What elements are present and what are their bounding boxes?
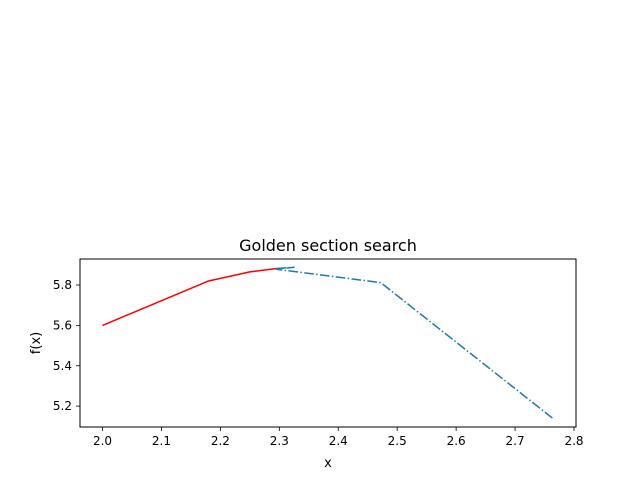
x-ticks: 2.0 2.1 2.2 2.3 2.4 2.5 2.6 2.7 2.8 [93,427,584,448]
plot-area [80,259,576,427]
x-tick-label: 2.6 [447,434,466,448]
chart-title: Golden section search [239,236,417,255]
series-layer [102,266,554,420]
series-line-1 [102,267,277,327]
y-tick-label: 5.2 [53,399,72,413]
series-line-2 [275,266,554,420]
x-tick-label: 2.3 [270,434,289,448]
y-tick-label: 5.6 [53,318,72,332]
y-axis-label: f(x) [29,332,44,354]
x-tick-label: 2.2 [211,434,230,448]
x-tick-label: 2.5 [388,434,407,448]
y-tick-label: 5.8 [53,278,72,292]
y-tick-label: 5.4 [53,359,72,373]
x-tick-label: 2.4 [329,434,348,448]
x-tick-label: 2.1 [152,434,171,448]
x-axis-label: x [324,456,332,471]
x-tick-label: 2.0 [93,434,112,448]
plot-frame [79,258,577,428]
x-tick-label: 2.7 [506,434,525,448]
x-tick-label: 2.8 [564,434,583,448]
y-ticks: 5.2 5.4 5.6 5.8 [53,278,80,413]
